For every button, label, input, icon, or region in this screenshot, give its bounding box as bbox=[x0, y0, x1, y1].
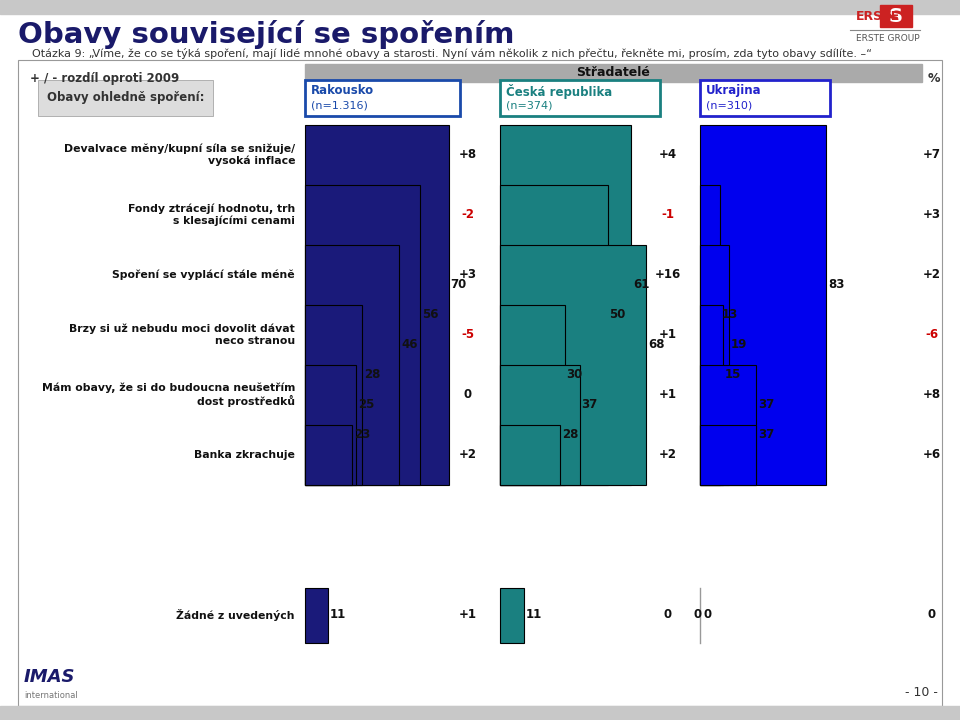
Text: +16: +16 bbox=[655, 269, 682, 282]
Text: - 10 -: - 10 - bbox=[905, 685, 938, 698]
Text: Spoření se vyplácí stále méně: Spoření se vyplácí stále méně bbox=[112, 270, 295, 280]
Text: Otázka 9: „Víme, že co se týká spoření, mají lidé mnohé obavy a starosti. Nyní v: Otázka 9: „Víme, že co se týká spoření, … bbox=[32, 48, 872, 59]
Text: Fondy ztrácejí hodnotu, trh
s klesajícími cenami: Fondy ztrácejí hodnotu, trh s klesajícím… bbox=[128, 204, 295, 226]
Bar bbox=[0, 706, 960, 720]
Text: 70: 70 bbox=[450, 279, 467, 292]
Text: Česká republika: Česká republika bbox=[506, 84, 612, 99]
Bar bbox=[18, 60, 942, 706]
Text: 0: 0 bbox=[464, 389, 472, 402]
Text: 11: 11 bbox=[526, 608, 541, 621]
Text: +3: +3 bbox=[923, 209, 941, 222]
Bar bbox=[500, 588, 523, 642]
Text: 13: 13 bbox=[722, 308, 738, 322]
Text: +4: +4 bbox=[659, 148, 677, 161]
Text: ERSTE: ERSTE bbox=[856, 9, 900, 22]
Text: 56: 56 bbox=[421, 308, 439, 322]
Bar bbox=[500, 80, 660, 116]
Text: Ukrajina: Ukrajina bbox=[706, 84, 761, 97]
Text: 0: 0 bbox=[664, 608, 672, 621]
Text: +1: +1 bbox=[659, 328, 677, 341]
Bar bbox=[500, 305, 564, 485]
Text: 0: 0 bbox=[694, 608, 702, 621]
Text: Střadatelé: Střadatelé bbox=[577, 66, 651, 79]
Text: 28: 28 bbox=[365, 369, 381, 382]
Text: 37: 37 bbox=[758, 428, 775, 441]
Bar bbox=[700, 245, 729, 485]
Bar bbox=[305, 588, 327, 642]
Bar bbox=[500, 185, 608, 485]
Bar bbox=[700, 80, 830, 116]
Text: (n=374): (n=374) bbox=[506, 100, 553, 110]
Text: -5: -5 bbox=[462, 328, 474, 341]
Text: 37: 37 bbox=[758, 398, 775, 412]
Text: (n=1.316): (n=1.316) bbox=[311, 100, 368, 110]
Text: IMAS: IMAS bbox=[24, 668, 76, 686]
Text: 11: 11 bbox=[329, 608, 346, 621]
Bar bbox=[700, 185, 720, 485]
Text: Obavy ohledně spoření:: Obavy ohledně spoření: bbox=[47, 91, 204, 104]
Text: international: international bbox=[24, 691, 78, 700]
Text: 28: 28 bbox=[563, 428, 579, 441]
Bar bbox=[305, 125, 448, 485]
Bar bbox=[305, 425, 352, 485]
Text: 50: 50 bbox=[610, 308, 626, 322]
Bar bbox=[700, 305, 723, 485]
Text: +7: +7 bbox=[923, 148, 941, 161]
Bar bbox=[305, 80, 460, 116]
Text: Brzy si už nebudu moci dovolit dávat
neco stranou: Brzy si už nebudu moci dovolit dávat nec… bbox=[69, 324, 295, 346]
Bar bbox=[305, 245, 399, 485]
Text: 25: 25 bbox=[358, 398, 374, 412]
Text: Mám obavy, že si do budoucna neušetřím
dost prostředků: Mám obavy, že si do budoucna neušetřím d… bbox=[41, 383, 295, 408]
Text: 30: 30 bbox=[566, 369, 583, 382]
Text: +8: +8 bbox=[923, 389, 941, 402]
Text: ERSTE GROUP: ERSTE GROUP bbox=[856, 34, 920, 43]
Text: Banka zkrachuje: Banka zkrachuje bbox=[194, 450, 295, 460]
Text: +2: +2 bbox=[923, 269, 941, 282]
Text: +1: +1 bbox=[459, 608, 477, 621]
Text: -2: -2 bbox=[462, 209, 474, 222]
Text: 23: 23 bbox=[354, 428, 371, 441]
Bar bbox=[38, 80, 213, 116]
Text: 61: 61 bbox=[634, 279, 650, 292]
Text: (n=310): (n=310) bbox=[706, 100, 753, 110]
Text: Obavy související se spořením: Obavy související se spořením bbox=[18, 20, 515, 49]
Text: +1: +1 bbox=[659, 389, 677, 402]
Bar bbox=[700, 365, 756, 485]
Text: Devalvace měny/kupní síla se snižuje/
vysoká inflace: Devalvace měny/kupní síla se snižuje/ vy… bbox=[64, 144, 295, 166]
Text: -6: -6 bbox=[925, 328, 939, 341]
Text: 0: 0 bbox=[704, 608, 712, 621]
Text: S: S bbox=[889, 6, 903, 25]
Text: 37: 37 bbox=[582, 398, 598, 412]
Bar bbox=[500, 425, 561, 485]
Text: -1: -1 bbox=[661, 209, 675, 222]
Bar bbox=[0, 0, 960, 14]
Bar bbox=[700, 125, 827, 485]
Text: 46: 46 bbox=[401, 338, 418, 351]
Text: +8: +8 bbox=[459, 148, 477, 161]
Text: 15: 15 bbox=[725, 369, 741, 382]
Text: + / - rozdíl oproti 2009: + / - rozdíl oproti 2009 bbox=[30, 72, 180, 85]
Text: 19: 19 bbox=[731, 338, 747, 351]
Text: +3: +3 bbox=[459, 269, 477, 282]
Text: +6: +6 bbox=[923, 449, 941, 462]
Text: +2: +2 bbox=[459, 449, 477, 462]
Bar bbox=[700, 425, 756, 485]
Bar bbox=[500, 125, 631, 485]
Text: 0: 0 bbox=[928, 608, 936, 621]
Text: Rakousko: Rakousko bbox=[311, 84, 374, 97]
Bar bbox=[500, 365, 580, 485]
Bar bbox=[305, 185, 420, 485]
Text: 83: 83 bbox=[828, 279, 845, 292]
Bar bbox=[305, 365, 356, 485]
Bar bbox=[305, 64, 922, 82]
Bar bbox=[880, 5, 912, 27]
Text: 68: 68 bbox=[648, 338, 664, 351]
Bar bbox=[305, 305, 362, 485]
Bar bbox=[500, 245, 646, 485]
Text: +2: +2 bbox=[659, 449, 677, 462]
Text: %: % bbox=[927, 72, 940, 85]
Text: Žádné z uvedených: Žádné z uvedených bbox=[177, 609, 295, 621]
